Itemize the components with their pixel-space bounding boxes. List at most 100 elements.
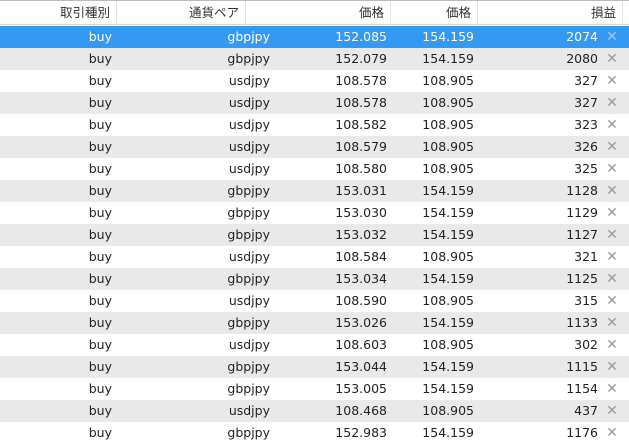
close-position-icon[interactable]: ✕: [606, 403, 618, 419]
close-position-icon[interactable]: ✕: [606, 29, 618, 45]
cell-currency-pair: usdjpy: [228, 139, 270, 154]
cell-profit-loss: 326: [574, 139, 598, 154]
table-row[interactable]: buy usdjpy 108.580 108.905 325 ✕: [0, 158, 629, 180]
close-position-icon[interactable]: ✕: [606, 139, 618, 155]
table-row[interactable]: buy usdjpy 108.584 108.905 321 ✕: [0, 246, 629, 268]
table-row[interactable]: buy gbpjpy 153.032 154.159 1127 ✕: [0, 224, 629, 246]
cell-currency-pair: gbpjpy: [227, 359, 270, 374]
table-row[interactable]: buy usdjpy 108.582 108.905 323 ✕: [0, 114, 629, 136]
table-row[interactable]: buy gbpjpy 152.085 154.159 2074 ✕: [0, 26, 629, 48]
close-position-icon[interactable]: ✕: [606, 271, 618, 287]
cell-open-price: 152.085: [335, 29, 387, 44]
header-trade-type[interactable]: 取引種別: [0, 1, 117, 25]
cell-trade-type: buy: [88, 359, 112, 374]
table-row[interactable]: buy usdjpy 108.468 108.905 437 ✕: [0, 400, 629, 422]
close-position-icon[interactable]: ✕: [606, 381, 618, 397]
header-profit-loss[interactable]: 損益: [478, 1, 623, 25]
cell-trade-type: buy: [88, 95, 112, 110]
cell-trade-type: buy: [88, 29, 112, 44]
cell-trade-type: buy: [88, 293, 112, 308]
table-row[interactable]: buy gbpjpy 153.005 154.159 1154 ✕: [0, 378, 629, 400]
cell-profit-loss: 437: [574, 403, 598, 418]
close-position-icon[interactable]: ✕: [606, 95, 618, 111]
cell-trade-type: buy: [88, 381, 112, 396]
table-row[interactable]: buy usdjpy 108.590 108.905 315 ✕: [0, 290, 629, 312]
cell-currency-pair: usdjpy: [228, 293, 270, 308]
close-position-icon[interactable]: ✕: [606, 183, 618, 199]
table-row[interactable]: buy gbpjpy 153.031 154.159 1128 ✕: [0, 180, 629, 202]
close-position-icon[interactable]: ✕: [606, 249, 618, 265]
table-row[interactable]: buy usdjpy 108.578 108.905 327 ✕: [0, 70, 629, 92]
cell-current-price: 154.159: [422, 271, 474, 286]
cell-currency-pair: gbpjpy: [227, 271, 270, 286]
cell-currency-pair: usdjpy: [228, 73, 270, 88]
close-position-icon[interactable]: ✕: [606, 51, 618, 67]
cell-trade-type: buy: [88, 249, 112, 264]
close-position-icon[interactable]: ✕: [606, 293, 618, 309]
cell-current-price: 154.159: [422, 183, 474, 198]
cell-open-price: 108.590: [335, 293, 387, 308]
close-position-icon[interactable]: ✕: [606, 425, 618, 441]
header-currency-pair[interactable]: 通貨ペア: [117, 1, 246, 25]
close-position-icon[interactable]: ✕: [606, 227, 618, 243]
cell-current-price: 108.905: [422, 139, 474, 154]
close-position-icon[interactable]: ✕: [606, 337, 618, 353]
close-position-icon[interactable]: ✕: [606, 315, 618, 331]
cell-profit-loss: 1128: [566, 183, 598, 198]
cell-profit-loss: 325: [574, 161, 598, 176]
table-row[interactable]: buy gbpjpy 153.030 154.159 1129 ✕: [0, 202, 629, 224]
cell-open-price: 108.468: [335, 403, 387, 418]
cell-profit-loss: 323: [574, 117, 598, 132]
cell-profit-loss: 327: [574, 95, 598, 110]
cell-currency-pair: gbpjpy: [227, 425, 270, 440]
cell-profit-loss: 1154: [566, 381, 598, 396]
table-row[interactable]: buy usdjpy 108.579 108.905 326 ✕: [0, 136, 629, 158]
cell-profit-loss: 1129: [566, 205, 598, 220]
cell-trade-type: buy: [88, 183, 112, 198]
cell-open-price: 153.044: [335, 359, 387, 374]
cell-open-price: 108.578: [335, 73, 387, 88]
cell-profit-loss: 1115: [566, 359, 598, 374]
cell-current-price: 108.905: [422, 161, 474, 176]
cell-currency-pair: gbpjpy: [227, 183, 270, 198]
header-current-price[interactable]: 価格: [391, 1, 478, 25]
cell-current-price: 108.905: [422, 403, 474, 418]
table-row[interactable]: buy usdjpy 108.578 108.905 327 ✕: [0, 92, 629, 114]
cell-profit-loss: 1127: [566, 227, 598, 242]
cell-trade-type: buy: [88, 271, 112, 286]
cell-currency-pair: gbpjpy: [227, 51, 270, 66]
table-row[interactable]: buy gbpjpy 153.034 154.159 1125 ✕: [0, 268, 629, 290]
cell-current-price: 154.159: [422, 425, 474, 440]
cell-open-price: 108.582: [335, 117, 387, 132]
close-position-icon[interactable]: ✕: [606, 359, 618, 375]
cell-current-price: 154.159: [422, 29, 474, 44]
cell-current-price: 108.905: [422, 249, 474, 264]
cell-current-price: 108.905: [422, 95, 474, 110]
header-open-price[interactable]: 価格: [246, 1, 391, 25]
cell-open-price: 108.580: [335, 161, 387, 176]
cell-current-price: 154.159: [422, 315, 474, 330]
table-row[interactable]: buy gbpjpy 152.079 154.159 2080 ✕: [0, 48, 629, 70]
cell-current-price: 154.159: [422, 359, 474, 374]
cell-profit-loss: 2080: [566, 51, 598, 66]
table-row[interactable]: buy usdjpy 108.603 108.905 302 ✕: [0, 334, 629, 356]
cell-currency-pair: gbpjpy: [227, 227, 270, 242]
cell-open-price: 153.031: [335, 183, 387, 198]
table-row[interactable]: buy gbpjpy 153.026 154.159 1133 ✕: [0, 312, 629, 334]
cell-currency-pair: gbpjpy: [227, 381, 270, 396]
cell-currency-pair: gbpjpy: [227, 315, 270, 330]
cell-trade-type: buy: [88, 117, 112, 132]
table-row[interactable]: buy gbpjpy 152.983 154.159 1176 ✕: [0, 422, 629, 444]
table-row[interactable]: buy gbpjpy 153.044 154.159 1115 ✕: [0, 356, 629, 378]
cell-trade-type: buy: [88, 315, 112, 330]
close-position-icon[interactable]: ✕: [606, 205, 618, 221]
close-position-icon[interactable]: ✕: [606, 73, 618, 89]
cell-profit-loss: 2074: [566, 29, 598, 44]
cell-current-price: 154.159: [422, 205, 474, 220]
cell-profit-loss: 315: [574, 293, 598, 308]
cell-open-price: 108.579: [335, 139, 387, 154]
cell-open-price: 108.578: [335, 95, 387, 110]
close-position-icon[interactable]: ✕: [606, 117, 618, 133]
close-position-icon[interactable]: ✕: [606, 161, 618, 177]
cell-profit-loss: 1125: [566, 271, 598, 286]
